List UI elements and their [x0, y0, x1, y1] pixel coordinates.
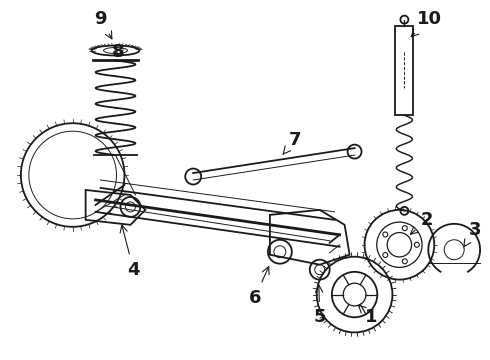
Text: 5: 5 — [314, 285, 326, 327]
Text: 1: 1 — [359, 305, 378, 327]
Text: 6: 6 — [249, 267, 269, 307]
Text: 10: 10 — [411, 10, 442, 37]
Text: 7: 7 — [283, 131, 301, 154]
Text: 9: 9 — [94, 10, 112, 39]
Text: 2: 2 — [411, 211, 434, 234]
Bar — [395, 26, 414, 115]
Text: 8: 8 — [112, 44, 125, 62]
Text: 3: 3 — [464, 221, 481, 247]
Text: 4: 4 — [120, 225, 140, 279]
